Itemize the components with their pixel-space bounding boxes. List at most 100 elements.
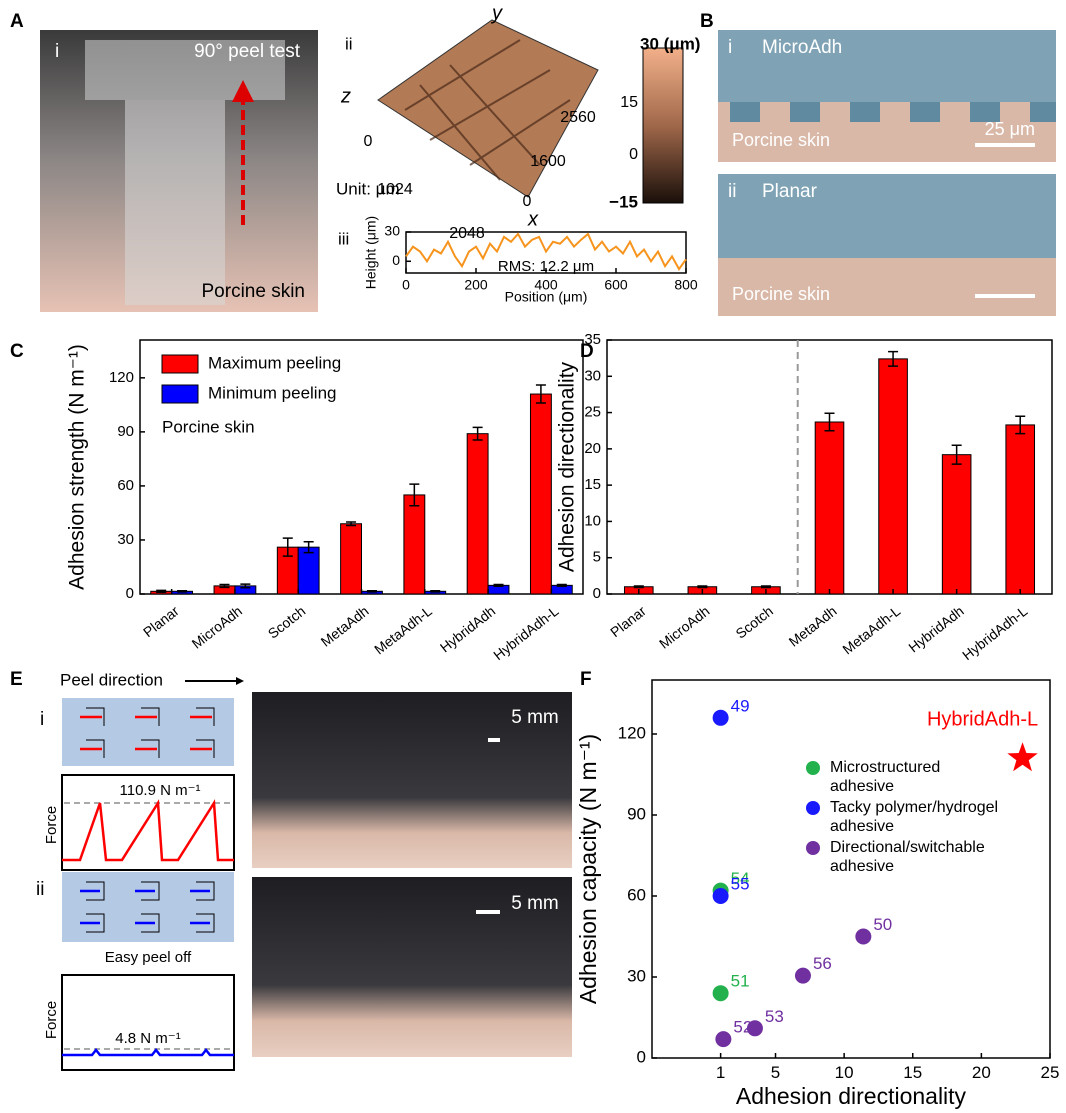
- legend-entry: Microstructured adhesive: [806, 758, 1006, 796]
- legend-label: Minimum peeling: [208, 383, 337, 402]
- x-tick-label: 0: [402, 276, 410, 292]
- point: [713, 985, 729, 1001]
- colorbar-label: −15: [609, 192, 638, 211]
- y-tick-label: 0: [126, 585, 134, 602]
- bar: [1006, 425, 1035, 594]
- unit: Unit: μm: [336, 179, 400, 198]
- error-bar: [697, 586, 707, 587]
- x-tick-label: Scotch: [265, 603, 309, 642]
- caption: Easy peel off: [105, 949, 192, 966]
- x-tick-label: HybridAdh-L: [959, 603, 1030, 664]
- arrow-head: [236, 677, 244, 685]
- legend-label: Directional/switchable adhesive: [830, 839, 985, 875]
- y-tick-label: 30: [627, 966, 646, 985]
- axis-name: x: [527, 208, 539, 230]
- y-tick-label: 15: [584, 476, 601, 493]
- axis-tick: 0: [523, 193, 532, 210]
- error-bar: [430, 591, 440, 592]
- y-axis-label: Adhesion directionality: [556, 361, 579, 572]
- adhesive: [125, 100, 225, 305]
- bar: [341, 524, 362, 594]
- sub-label: iii: [338, 229, 349, 248]
- x-tick-label: MicroAdh: [656, 603, 712, 652]
- error-bar: [367, 591, 377, 592]
- y-tick-label: 120: [109, 369, 134, 386]
- scale-label: 5 mm: [511, 893, 559, 914]
- x-tick-label: 20: [972, 1063, 991, 1082]
- y-tick-label: 60: [117, 477, 134, 494]
- sub-label: ii: [345, 34, 353, 53]
- sub-label: i: [728, 37, 732, 58]
- x-tick-label: MetaAdh-L: [371, 603, 435, 658]
- x-tick-label: 5: [771, 1063, 780, 1082]
- panel-label: B: [700, 11, 714, 32]
- point-label: 49: [731, 696, 750, 715]
- panel-label: F: [580, 669, 592, 690]
- bar: [530, 394, 551, 594]
- y-axis-label: Height (μm): [363, 216, 379, 289]
- y-tick-label: 5: [593, 549, 601, 566]
- y-tick-label: 0: [593, 585, 601, 602]
- axis-tick: 0: [364, 133, 373, 150]
- panel-label: A: [10, 11, 24, 32]
- x-tick-label: 10: [835, 1063, 854, 1082]
- x-tick-label: HybridAdh-L: [490, 603, 561, 664]
- bar: [467, 434, 488, 594]
- axis-name: y: [490, 2, 503, 24]
- x-tick-label: MicroAdh: [189, 603, 245, 652]
- x-tick-label: 200: [464, 276, 488, 292]
- bar: [942, 455, 971, 594]
- sub-label: i: [55, 41, 59, 62]
- legend-marker: [806, 801, 820, 815]
- force-label: 4.8 N m⁻¹: [115, 1030, 180, 1047]
- y-axis-label: Adhesion strength (N m⁻¹): [66, 344, 89, 590]
- legend-label: Tacky polymer/hydrogel adhesive: [830, 799, 998, 835]
- y-tick-label: 90: [117, 423, 134, 440]
- x-tick-label: Planar: [607, 602, 649, 640]
- sub-label: i: [40, 709, 44, 730]
- legend-marker: [806, 761, 820, 775]
- bar: [404, 495, 425, 594]
- error-bar: [761, 586, 771, 587]
- y-tick-label: 60: [627, 885, 646, 904]
- scale-label: 5 mm: [511, 707, 559, 728]
- legend-entry: Directional/switchable adhesive: [806, 838, 1006, 876]
- x-axis-label: Position (μm): [505, 289, 588, 305]
- point-label: 55: [731, 874, 750, 893]
- force-label: 110.9 N m⁻¹: [120, 782, 201, 799]
- annotation: Porcine skin: [162, 417, 255, 436]
- y-axis-label: Adhesion capacity (N m⁻¹): [575, 734, 601, 1004]
- y-tick-label: 25: [584, 404, 601, 421]
- x-axis-label: Adhesion directionality: [736, 1083, 967, 1109]
- photo-caption: Porcine skin: [202, 281, 306, 302]
- x-tick-label: HybridAdh: [905, 603, 966, 656]
- y-tick-label: 35: [584, 331, 601, 348]
- y-tick-label: 30: [384, 223, 400, 239]
- x-tick-label: MetaAdh-L: [839, 603, 903, 658]
- error-bar: [177, 591, 187, 592]
- y-tick-label: 0: [392, 252, 400, 268]
- bar: [815, 422, 844, 594]
- point: [715, 1031, 731, 1047]
- image-title: Planar: [762, 181, 818, 202]
- y-tick-label: 20: [584, 440, 601, 457]
- direction-label: Peel direction: [60, 670, 163, 689]
- legend-entry: Tacky polymer/hydrogel adhesive: [806, 798, 1006, 836]
- colorbar-label: 30 (μm): [640, 34, 700, 53]
- x-tick-label: HybridAdh: [437, 603, 498, 656]
- x-tick-label: Scotch: [732, 603, 776, 642]
- point-label: 51: [731, 972, 750, 991]
- point: [747, 1020, 763, 1036]
- point: [713, 710, 729, 726]
- y-tick-label: 0: [637, 1047, 646, 1066]
- x-tick-label: 800: [674, 276, 698, 292]
- figure: ABCDEFi90° peel testPorcine skiniizyx010…: [0, 0, 1066, 1113]
- point-label: 53: [765, 1007, 784, 1026]
- error-bar: [634, 586, 644, 587]
- point-label: 50: [873, 915, 892, 934]
- point: [855, 929, 871, 945]
- x-tick-label: 25: [1041, 1063, 1060, 1082]
- x-tick-label: 600: [604, 276, 628, 292]
- axis-tick: 2048: [449, 225, 485, 242]
- image-title: MicroAdh: [762, 37, 842, 58]
